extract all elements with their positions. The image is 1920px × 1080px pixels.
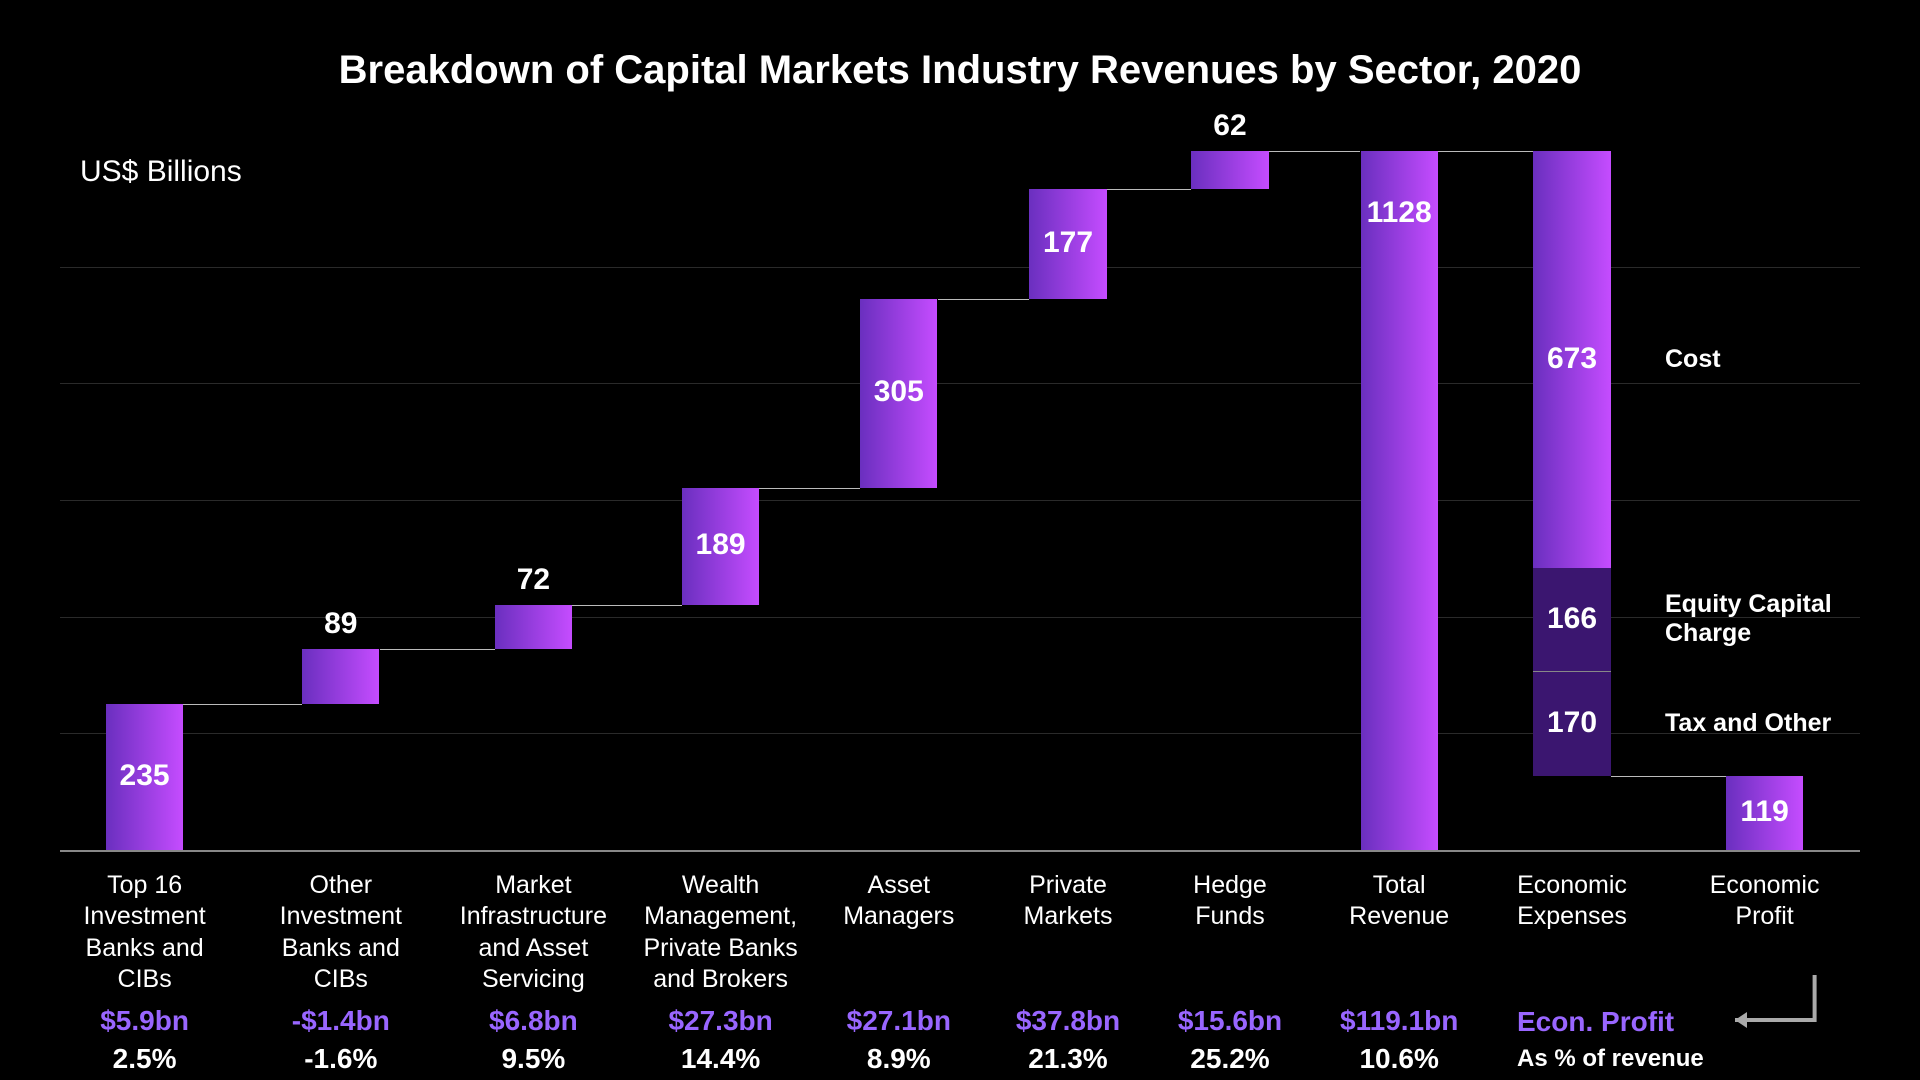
connector-line: [572, 605, 682, 606]
bar: 177: [1029, 189, 1106, 299]
connector-line: [380, 649, 495, 650]
pct-value: 8.9%: [804, 1043, 994, 1075]
x-category-label: TotalRevenue: [1304, 870, 1494, 933]
bar: 1128: [1361, 151, 1438, 850]
bar-value-label: 170: [1533, 706, 1610, 740]
connector-line: [1107, 189, 1192, 190]
connector-line: [183, 704, 302, 705]
bar: 89: [302, 649, 379, 704]
bar: 235: [106, 704, 183, 850]
bar-value-label: 166: [1533, 602, 1610, 636]
pct-value: 10.6%: [1304, 1043, 1494, 1075]
plot-area: US$ Billions 235 89 72 189 305 177 62 1128 119 67…: [60, 150, 1860, 850]
profit-value: $119.1bn: [1304, 1005, 1494, 1037]
bar: 305: [860, 299, 937, 488]
baseline: [60, 850, 1860, 852]
bar-value-label: 89: [302, 607, 379, 641]
pct-value: 25.2%: [1135, 1043, 1325, 1075]
expense-side-label: Cost: [1665, 345, 1721, 374]
x-category-label: HedgeFunds: [1135, 870, 1325, 933]
bar-value-label: 72: [495, 563, 572, 597]
bar: 119: [1726, 776, 1803, 850]
segment-separator: [1533, 671, 1610, 673]
y-axis-label: US$ Billions: [80, 155, 242, 189]
profit-value: $6.8bn: [438, 1005, 628, 1037]
x-category-label: MarketInfrastructureand AssetServicing: [438, 870, 628, 995]
pct-value: 9.5%: [438, 1043, 628, 1075]
bar: 170: [1533, 671, 1610, 776]
profit-value: $27.3bn: [626, 1005, 816, 1037]
x-category-label: WealthManagement,Private Banksand Broker…: [626, 870, 816, 995]
profit-value: $15.6bn: [1135, 1005, 1325, 1037]
profit-value: $27.1bn: [804, 1005, 994, 1037]
profit-value: -$1.4bn: [246, 1005, 436, 1037]
profit-value: $5.9bn: [50, 1005, 240, 1037]
bar: 189: [682, 488, 759, 605]
expense-side-label: Equity CapitalCharge: [1665, 590, 1832, 648]
bar-value-label: 177: [1029, 226, 1106, 260]
x-category-label: EconomicExpenses: [1477, 870, 1667, 933]
bar-value-label: 189: [682, 528, 759, 562]
x-category-label: Top 16InvestmentBanks andCIBs: [50, 870, 240, 995]
chart-container: Breakdown of Capital Markets Industry Re…: [0, 0, 1920, 1080]
connector-line: [938, 299, 1030, 300]
connector-line: [1438, 151, 1533, 152]
pct-value: 2.5%: [50, 1043, 240, 1075]
bar-value-label: 305: [860, 375, 937, 409]
bar-value-label: 1128: [1361, 196, 1438, 230]
profit-legend-label: Econ. Profit: [1517, 1005, 1674, 1039]
connector-line: [1269, 151, 1361, 152]
bar: 673: [1533, 151, 1610, 568]
bar: 62: [1191, 151, 1268, 189]
bar-value-label: 235: [106, 759, 183, 793]
legend-arrow-icon: [1717, 965, 1835, 1060]
pct-legend-label: As % of revenue: [1517, 1045, 1704, 1074]
bar-value-label: 62: [1191, 109, 1268, 143]
x-category-label: EconomicProfit: [1670, 870, 1860, 933]
connector-line: [1611, 776, 1726, 777]
pct-value: 14.4%: [626, 1043, 816, 1075]
bar-value-label: 119: [1726, 795, 1803, 829]
x-category-label: OtherInvestmentBanks andCIBs: [246, 870, 436, 995]
bar: 166: [1533, 568, 1610, 671]
bar-value-label: 673: [1533, 342, 1610, 376]
bar: 72: [495, 605, 572, 650]
x-category-label: AssetManagers: [804, 870, 994, 933]
expense-side-label: Tax and Other: [1665, 709, 1831, 738]
pct-value: -1.6%: [246, 1043, 436, 1075]
connector-line: [759, 488, 860, 489]
chart-title: Breakdown of Capital Markets Industry Re…: [0, 48, 1920, 93]
